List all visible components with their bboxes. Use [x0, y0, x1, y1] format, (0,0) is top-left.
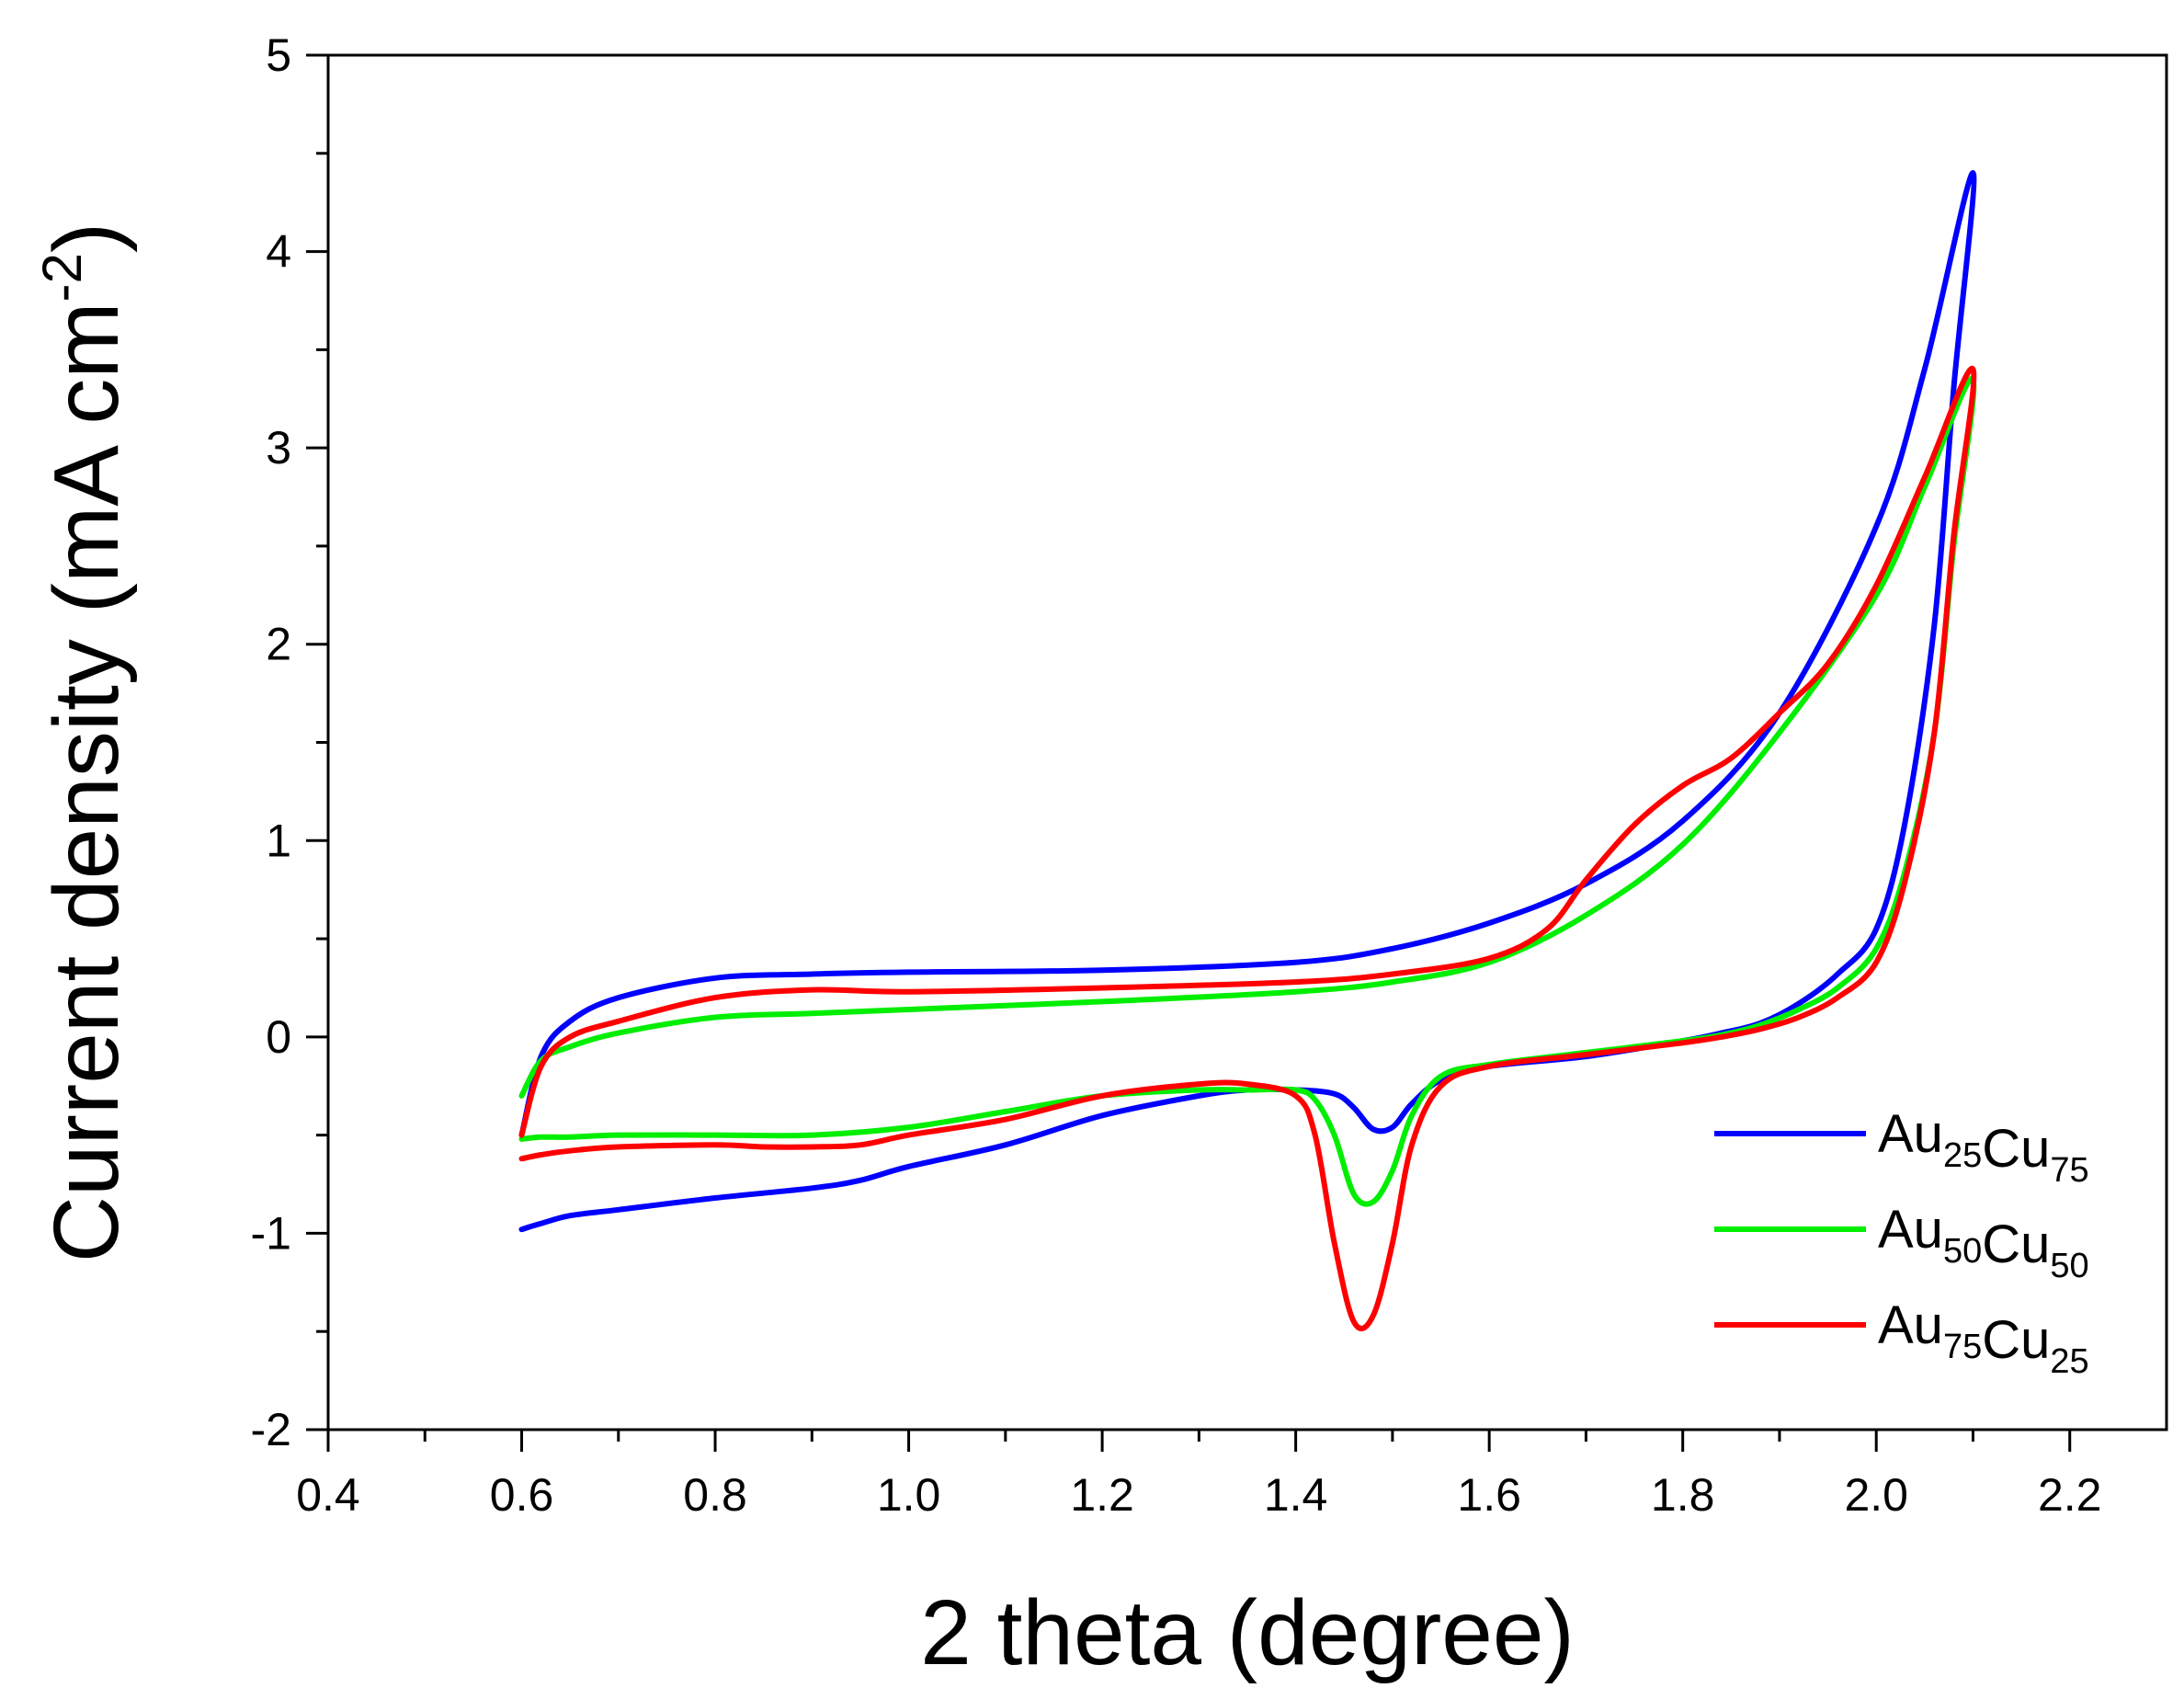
x-tick-label: 1.8 — [1651, 1469, 1715, 1521]
x-tick-label: 0.4 — [296, 1469, 360, 1521]
legend-label: Au25Cu75 — [1878, 1104, 2089, 1190]
y-tick-label: 5 — [266, 29, 291, 81]
series-line-au25cu75 — [518, 170, 1977, 1233]
y-tick-label: 4 — [266, 226, 291, 278]
y-tick-label: 0 — [266, 1011, 291, 1063]
legend-item: Au25Cu75 — [1714, 1104, 2089, 1190]
legend: Au25Cu75 Au50Cu50 Au75Cu25 — [1714, 1104, 2089, 1381]
ticks-layer: 0.4 0.6 0.8 1.0 1.2 1.4 1.6 1.8 2.0 2.2 -2 -1 0 1 2 3 4 5 — [251, 29, 2102, 1521]
y-tick-label: -2 — [251, 1404, 291, 1455]
y-axis-title-superscript: -2 — [31, 253, 93, 302]
y-axis-title-main: Current density (mA cm — [35, 302, 138, 1262]
legend-label: Au50Cu50 — [1878, 1200, 2089, 1285]
x-axis-title: 2 theta (degree) — [920, 1581, 1575, 1684]
y-tick-label: -1 — [251, 1207, 291, 1259]
y-axis-title-close: ) — [35, 222, 138, 253]
y-tick-label: 2 — [266, 619, 291, 670]
x-tick-label: 2.2 — [2038, 1469, 2102, 1521]
x-tick-label: 0.6 — [490, 1469, 554, 1521]
x-tick-label: 0.8 — [683, 1469, 747, 1521]
y-tick-label: 3 — [266, 422, 291, 473]
legend-item: Au75Cu25 — [1714, 1295, 2089, 1381]
series-layer — [518, 170, 1977, 1332]
legend-label: Au75Cu25 — [1878, 1295, 2089, 1381]
y-axis-title: Current density (mA cm-2) — [31, 222, 138, 1262]
x-tick-label: 1.6 — [1457, 1469, 1521, 1521]
x-tick-label: 2.0 — [1844, 1469, 1908, 1521]
y-tick-label: 1 — [266, 815, 291, 866]
series-line-au75cu25 — [518, 365, 1977, 1332]
x-tick-label: 1.0 — [877, 1469, 941, 1521]
legend-item: Au50Cu50 — [1714, 1200, 2089, 1285]
x-tick-label: 1.4 — [1264, 1469, 1328, 1521]
x-tick-label: 1.2 — [1070, 1469, 1134, 1521]
